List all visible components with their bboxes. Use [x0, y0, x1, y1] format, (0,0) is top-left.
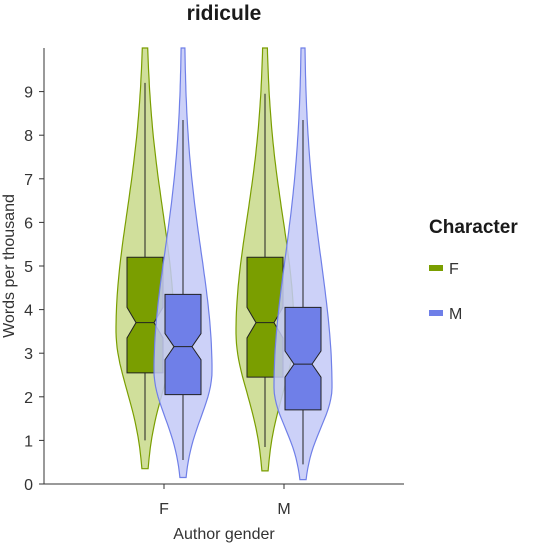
chart-title: ridicule: [187, 2, 262, 25]
box: [164, 293, 202, 396]
y-axis-label: Words per thousand: [1, 194, 18, 338]
x-axis-label: Author gender: [173, 526, 275, 543]
legend-swatch-m: [429, 310, 443, 316]
x-tick-label: F: [159, 501, 169, 518]
y-ticks: 0 1 2 3 4 5 6 7 8 9: [24, 85, 44, 494]
y-tick-label: 2: [24, 390, 33, 407]
legend-label-f: F: [449, 261, 459, 278]
y-tick-label: 6: [24, 215, 33, 232]
legend-items: FM: [429, 261, 462, 323]
legend-swatch-f: [429, 265, 443, 271]
y-tick-label: 7: [24, 172, 33, 189]
violin-group-m-m: [273, 47, 333, 481]
plot-area: [115, 47, 333, 481]
y-tick-label: 3: [24, 346, 33, 363]
y-tick-label: 0: [24, 477, 33, 494]
legend-title: Character: [429, 217, 518, 238]
x-tick-label: M: [277, 501, 290, 518]
box: [284, 306, 322, 411]
y-tick-label: 4: [24, 303, 33, 320]
legend: Character FM: [429, 217, 518, 323]
legend-label-m: M: [449, 306, 462, 323]
y-tick-label: 9: [24, 85, 33, 102]
y-tick-label: 8: [24, 128, 33, 145]
violin-group-m-f: [153, 47, 213, 479]
y-tick-label: 1: [24, 433, 33, 450]
y-tick-label: 5: [24, 259, 33, 276]
